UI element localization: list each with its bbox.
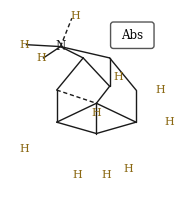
FancyBboxPatch shape [111, 22, 154, 49]
Text: H: H [155, 85, 165, 95]
Text: N: N [55, 40, 66, 53]
Text: H: H [37, 53, 46, 63]
Text: H: H [73, 170, 82, 180]
Text: H: H [101, 170, 111, 180]
Text: Abs: Abs [121, 29, 143, 42]
Text: H: H [20, 144, 29, 154]
Text: H: H [124, 164, 133, 175]
Text: H: H [91, 108, 101, 118]
Text: H: H [113, 72, 123, 82]
Text: H: H [71, 11, 81, 21]
Text: H: H [164, 117, 174, 127]
Text: H: H [20, 40, 29, 50]
